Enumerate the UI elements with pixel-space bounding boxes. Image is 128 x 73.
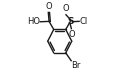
Text: O: O bbox=[68, 30, 75, 39]
Text: S: S bbox=[67, 17, 73, 26]
Text: O: O bbox=[62, 4, 69, 13]
Text: O: O bbox=[46, 2, 52, 11]
Text: HO: HO bbox=[27, 17, 40, 26]
Text: Br: Br bbox=[72, 61, 81, 70]
Text: Cl: Cl bbox=[80, 17, 88, 26]
